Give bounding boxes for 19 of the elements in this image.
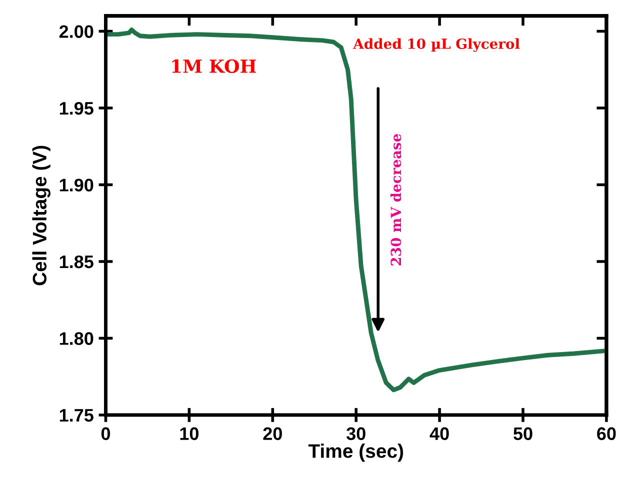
annotation: 230 mV decrease	[390, 134, 402, 266]
x-tick-label: 0	[101, 427, 110, 440]
y-tick-label: 1.85	[60, 255, 94, 268]
x-tick-label: 40	[430, 427, 449, 440]
line-series	[106, 27, 606, 392]
annotation: 1M KOH	[172, 59, 256, 74]
x-tick-label: 50	[514, 427, 532, 440]
y-tick-label: 1.75	[60, 409, 94, 422]
annotation: Added 10 µL Glycerol	[352, 38, 520, 52]
y-tick-label: 1.90	[60, 178, 94, 192]
y-tick-label: 1.80	[60, 332, 94, 345]
x-tick-label: 30	[346, 427, 366, 440]
x-tick-label: 10	[180, 427, 198, 440]
x-tick-label: 60	[597, 427, 616, 440]
y-axis-title: Cell Voltage (V)	[32, 146, 50, 286]
y-tick-label: 2.00	[59, 25, 94, 38]
x-tick-label: 20	[263, 427, 282, 440]
y-tick-label: 1.95	[60, 102, 94, 115]
x-axis-title: Time (sec)	[308, 444, 404, 462]
